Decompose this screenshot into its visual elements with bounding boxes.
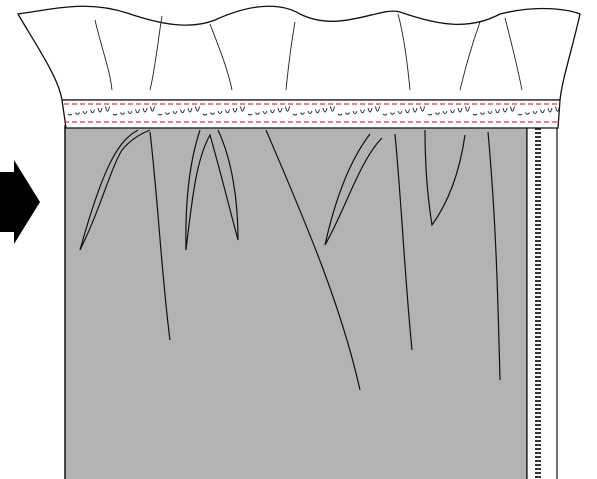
gather-mark: [397, 110, 403, 114]
gather-mark: [465, 106, 470, 112]
gather-mark: [285, 106, 290, 112]
gather-mark: [382, 113, 388, 116]
gather-mark: [165, 112, 170, 115]
gather-mark: [525, 112, 530, 115]
gather-mark: [210, 112, 215, 115]
gather-mark: [480, 112, 485, 115]
gather-mark: [495, 109, 500, 114]
gather-mark: [142, 107, 148, 113]
gather-mark: [315, 109, 320, 114]
gathers: [67, 106, 560, 116]
gather-mark: [82, 110, 88, 114]
gather-mark: [292, 113, 298, 116]
gather-mark: [255, 112, 260, 115]
gather-mark: [187, 107, 193, 113]
gather-mark: [105, 106, 110, 112]
gather-mark: [300, 112, 305, 115]
gather-mark: [277, 107, 283, 113]
arrow: [0, 160, 40, 244]
gather-mark: [352, 110, 358, 114]
gather-mark: [420, 106, 425, 112]
gather-mark: [172, 110, 178, 114]
gather-mark: [517, 113, 523, 116]
panel-folds: [79, 129, 501, 391]
gather-mark: [337, 113, 343, 116]
ruffle: [16, 5, 581, 101]
gather-mark: [240, 106, 245, 112]
gather-mark: [502, 107, 508, 113]
gather-mark: [112, 113, 118, 116]
gather-mark: [322, 107, 328, 113]
gather-mark: [127, 110, 133, 114]
gather-mark: [330, 106, 335, 112]
gather-mark: [510, 106, 515, 112]
gather-mark: [232, 107, 238, 113]
gather-mark: [412, 107, 418, 113]
gather-mark: [270, 109, 275, 114]
waistband: [61, 99, 561, 129]
gather-mark: [135, 109, 140, 114]
gather-mark: [97, 107, 103, 113]
gather-mark: [307, 110, 313, 114]
fabric-panel: [64, 125, 528, 479]
gather-mark: [487, 110, 493, 114]
gather-mark: [367, 107, 373, 113]
gather-mark: [375, 106, 380, 112]
gather-mark: [67, 113, 73, 116]
gather-mark: [90, 109, 95, 114]
gather-mark: [427, 113, 433, 116]
gather-mark: [247, 113, 253, 116]
gather-mark: [360, 109, 365, 114]
gather-mark: [217, 110, 223, 114]
gather-mark: [435, 112, 440, 115]
gather-mark: [540, 109, 545, 114]
gather-mark: [532, 110, 538, 114]
gather-mark: [405, 109, 410, 114]
gather-mark: [442, 110, 448, 114]
gather-mark: [345, 112, 350, 115]
gather-mark: [157, 113, 163, 116]
gather-mark: [547, 107, 553, 113]
gather-mark: [457, 107, 463, 113]
gather-mark: [120, 112, 125, 115]
gather-mark: [180, 109, 185, 114]
ruffle-folds: [94, 13, 523, 91]
gather-mark: [390, 112, 395, 115]
gather-mark: [225, 109, 230, 114]
gather-mark: [195, 106, 200, 112]
gather-mark: [472, 113, 478, 116]
gather-mark: [555, 106, 560, 112]
gather-mark: [450, 109, 455, 114]
gather-mark: [262, 110, 268, 114]
gather-mark: [75, 112, 80, 115]
gather-mark: [202, 113, 208, 116]
zipper: [526, 125, 558, 479]
gather-mark: [150, 106, 155, 112]
